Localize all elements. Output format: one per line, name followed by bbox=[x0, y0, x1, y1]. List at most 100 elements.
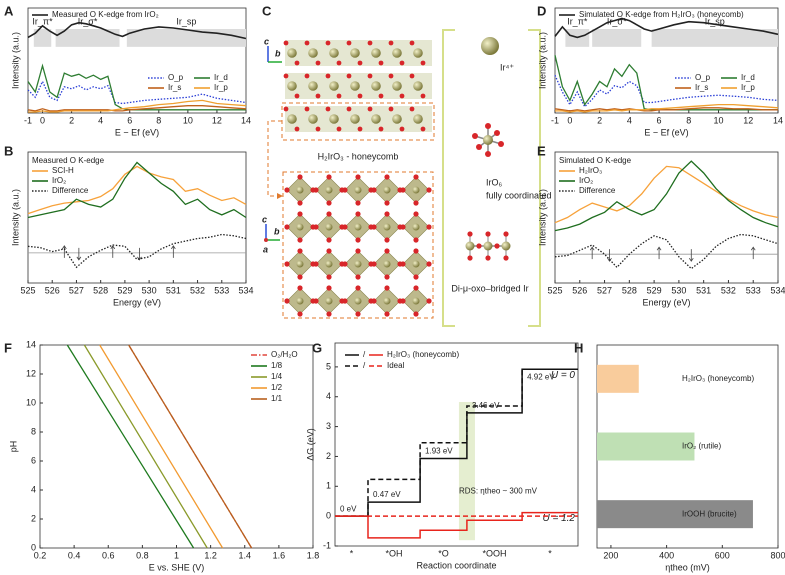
shaded-region bbox=[126, 29, 246, 47]
ir-atom bbox=[371, 114, 381, 124]
x-tick-label: 0.6 bbox=[102, 550, 115, 560]
x-tick-label: 534 bbox=[770, 285, 785, 295]
o-atom bbox=[325, 40, 331, 46]
ir-atom bbox=[354, 223, 362, 231]
legend-label: Di-μ-oxo–bridged Ir bbox=[451, 283, 528, 293]
series-line bbox=[27, 233, 247, 269]
o-atom bbox=[297, 200, 303, 206]
o-atom bbox=[476, 144, 482, 150]
x-tick-label: -1 bbox=[24, 115, 32, 125]
x-tick-label: 525 bbox=[20, 285, 35, 295]
x-tick-label: 1.6 bbox=[273, 550, 286, 560]
o-atom bbox=[371, 298, 377, 304]
o-atom bbox=[304, 106, 310, 112]
ir-atom bbox=[296, 186, 304, 194]
plot-frame bbox=[27, 7, 247, 114]
x-tick-label: 529 bbox=[647, 285, 662, 295]
ir-atom bbox=[329, 114, 339, 124]
series-line bbox=[554, 17, 779, 39]
ir-atom bbox=[392, 114, 402, 124]
o-atom bbox=[503, 255, 509, 261]
o-atom bbox=[297, 248, 303, 254]
axis-letter: b bbox=[275, 48, 281, 58]
plot-frame bbox=[334, 342, 579, 547]
o-atom bbox=[426, 187, 432, 193]
o-atom bbox=[413, 274, 419, 280]
ir-atom bbox=[392, 48, 402, 58]
o-atom bbox=[357, 60, 363, 66]
o-atom bbox=[313, 298, 319, 304]
legend-label: 1/8 bbox=[271, 361, 283, 370]
legend-label: fully coordinated bbox=[486, 190, 552, 200]
o-atom bbox=[336, 93, 342, 99]
ir-atom bbox=[465, 241, 475, 251]
x-tick-label: * bbox=[350, 548, 354, 558]
ir-atom bbox=[308, 114, 318, 124]
o-atom bbox=[384, 174, 390, 180]
x-tick-label: 526 bbox=[45, 285, 60, 295]
o-atom bbox=[355, 211, 361, 217]
arrow bbox=[110, 245, 116, 258]
legend-label: Ir_s bbox=[168, 83, 181, 92]
o-atom bbox=[399, 126, 405, 132]
ir-sphere bbox=[481, 37, 499, 55]
y-tick-label: 0 bbox=[326, 511, 331, 521]
x-tick-label: *OOH bbox=[483, 548, 507, 558]
legend-title: Simulated O K-edge bbox=[559, 156, 632, 165]
ir-atom bbox=[371, 48, 381, 58]
step-line bbox=[335, 368, 578, 517]
bar bbox=[597, 364, 639, 393]
o-atom bbox=[294, 126, 300, 132]
o-atom bbox=[355, 274, 361, 280]
o-atom bbox=[384, 274, 390, 280]
x-tick-label: 530 bbox=[142, 285, 157, 295]
y-tick-label: 6 bbox=[31, 455, 36, 465]
series-line bbox=[554, 165, 779, 224]
o-atom bbox=[342, 298, 348, 304]
x-axis-label: Energy (eV) bbox=[113, 297, 161, 307]
legend-label: IrO₂ bbox=[52, 176, 66, 185]
o-atom bbox=[355, 285, 361, 291]
x-tick-label: 525 bbox=[547, 285, 562, 295]
o-atom bbox=[315, 93, 321, 99]
ir-atom bbox=[287, 114, 297, 124]
legend-label: H₂IrO₃ (honeycomb) bbox=[387, 350, 459, 359]
zoom-box bbox=[282, 171, 434, 319]
panel-label: C bbox=[262, 3, 272, 18]
ir-atom bbox=[308, 48, 318, 58]
series-line bbox=[27, 165, 247, 215]
x-axis-label: ηtheo (mV) bbox=[665, 562, 710, 572]
o-atom bbox=[384, 200, 390, 206]
panel-label: G bbox=[312, 340, 322, 355]
o-atom bbox=[283, 73, 289, 79]
y-tick-label: 14 bbox=[26, 339, 36, 349]
y-tick-label: 2 bbox=[326, 451, 331, 461]
value-label: 4.92 eV bbox=[527, 372, 555, 381]
region-label: Ir_π* bbox=[32, 16, 53, 26]
x-tick-label: 533 bbox=[214, 285, 229, 295]
o-atom bbox=[467, 255, 473, 261]
ir-atom bbox=[296, 297, 304, 305]
ir-atom bbox=[308, 81, 318, 91]
o-atom bbox=[315, 60, 321, 66]
x-tick-label: 8 bbox=[156, 115, 161, 125]
x-tick-label: 0.8 bbox=[136, 550, 149, 560]
o-atom bbox=[367, 106, 373, 112]
bar-label: IrO₂ (rutile) bbox=[682, 442, 721, 451]
x-tick-label: *OH bbox=[386, 548, 403, 558]
x-tick-label: 534 bbox=[238, 285, 253, 295]
bar bbox=[597, 500, 753, 529]
caption: H₂IrO₃ - honeycomb bbox=[318, 151, 399, 161]
o-atom bbox=[476, 243, 482, 249]
ir-atom bbox=[413, 48, 423, 58]
o-atom bbox=[326, 200, 332, 206]
o-atom bbox=[346, 106, 352, 112]
o-atom bbox=[485, 123, 491, 129]
o-atom bbox=[325, 106, 331, 112]
x-tick-label: 4 bbox=[98, 115, 103, 125]
o-atom bbox=[367, 40, 373, 46]
o-atom bbox=[297, 237, 303, 243]
series-line bbox=[28, 99, 247, 113]
x-tick-label: 12 bbox=[212, 115, 222, 125]
series-line bbox=[128, 344, 253, 549]
